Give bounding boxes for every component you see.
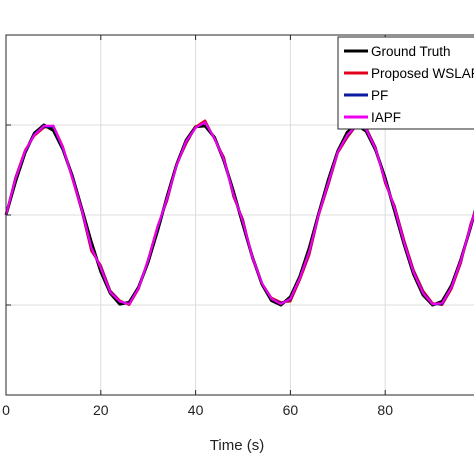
x-tick-labels: 0 20 40 60 80 [2, 402, 393, 418]
series-line-iapf [4, 121, 474, 306]
legend-entry-label: IAPF [371, 110, 401, 125]
axis-ticks [5, 34, 386, 396]
x-tick-label: 80 [377, 402, 393, 418]
legend-entry-label: Ground Truth [371, 44, 451, 59]
x-tick-label: 0 [2, 402, 10, 418]
x-tick-label: 20 [93, 402, 109, 418]
x-tick-label: 40 [188, 402, 204, 418]
legend-entry-label: PF [371, 88, 388, 103]
x-axis-label: Time (s) [210, 437, 264, 454]
x-tick-label: 60 [283, 402, 299, 418]
series-lines [4, 119, 474, 307]
